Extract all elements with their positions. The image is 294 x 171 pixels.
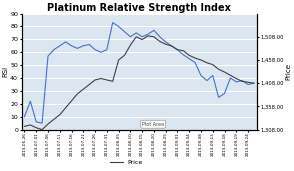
Price: [240, 80, 244, 82]
Line: Price: Price: [24, 36, 254, 130]
Price: [76, 93, 79, 95]
RSI: [29, 100, 32, 102]
RSI: [81, 45, 85, 47]
Price: [58, 114, 61, 116]
Price: [29, 124, 32, 126]
Price: [164, 43, 167, 45]
RSI: [128, 36, 132, 38]
Price: [128, 44, 132, 46]
Price: [211, 64, 215, 66]
RSI: [23, 116, 26, 118]
Price: [223, 71, 226, 73]
RSI: [123, 31, 126, 33]
RSI: [134, 32, 138, 34]
Price: [64, 107, 67, 109]
Price: [188, 54, 191, 56]
Text: Plot Area: Plot Area: [142, 122, 164, 127]
RSI: [252, 82, 256, 84]
Price: [93, 79, 97, 81]
RSI: [70, 45, 73, 47]
Line: RSI: RSI: [24, 23, 254, 123]
Price: [235, 77, 238, 80]
Price: [87, 84, 91, 86]
RSI: [152, 29, 156, 31]
RSI: [235, 81, 238, 83]
Price: [217, 68, 220, 70]
Price: [199, 59, 203, 61]
RSI: [64, 41, 67, 43]
Price: [146, 35, 150, 37]
Price: [81, 88, 85, 90]
Price: [34, 127, 38, 129]
RSI: [229, 77, 232, 79]
RSI: [223, 93, 226, 95]
Title: Platinum Relative Strength Index: Platinum Relative Strength Index: [47, 3, 231, 13]
Price: [46, 123, 50, 125]
Price: [140, 38, 144, 41]
RSI: [58, 45, 61, 47]
RSI: [193, 62, 197, 64]
RSI: [158, 36, 161, 38]
RSI: [34, 121, 38, 123]
Price: [182, 50, 185, 52]
RSI: [46, 55, 50, 57]
Price: [229, 74, 232, 76]
Price: [134, 36, 138, 38]
RSI: [76, 47, 79, 49]
Price: [52, 118, 56, 120]
Price: [252, 82, 256, 84]
RSI: [211, 74, 215, 76]
RSI: [105, 49, 108, 51]
Y-axis label: Price: Price: [285, 63, 291, 80]
RSI: [182, 54, 185, 56]
RSI: [170, 45, 173, 47]
RSI: [205, 80, 209, 82]
Price: [23, 125, 26, 127]
Price: [70, 100, 73, 102]
RSI: [176, 49, 179, 51]
RSI: [117, 25, 120, 28]
RSI: [217, 96, 220, 98]
RSI: [188, 58, 191, 60]
Price: [40, 129, 44, 131]
Price: [205, 62, 209, 64]
RSI: [164, 41, 167, 43]
Price: [117, 59, 120, 61]
Price: [193, 57, 197, 59]
RSI: [93, 49, 97, 51]
Price: [170, 45, 173, 47]
Price: [105, 79, 108, 81]
Price: [111, 80, 114, 82]
RSI: [52, 49, 56, 51]
Price: [176, 49, 179, 51]
RSI: [246, 83, 250, 86]
Price: [152, 36, 156, 38]
Price: [158, 40, 161, 42]
RSI: [140, 36, 144, 38]
Legend: Price: Price: [108, 157, 145, 168]
Price: [99, 77, 103, 80]
Y-axis label: RSI: RSI: [3, 66, 9, 77]
RSI: [87, 43, 91, 45]
RSI: [199, 74, 203, 76]
RSI: [240, 80, 244, 82]
RSI: [146, 33, 150, 35]
Price: [123, 54, 126, 56]
RSI: [111, 22, 114, 24]
RSI: [40, 122, 44, 124]
RSI: [99, 51, 103, 53]
Price: [246, 81, 250, 83]
